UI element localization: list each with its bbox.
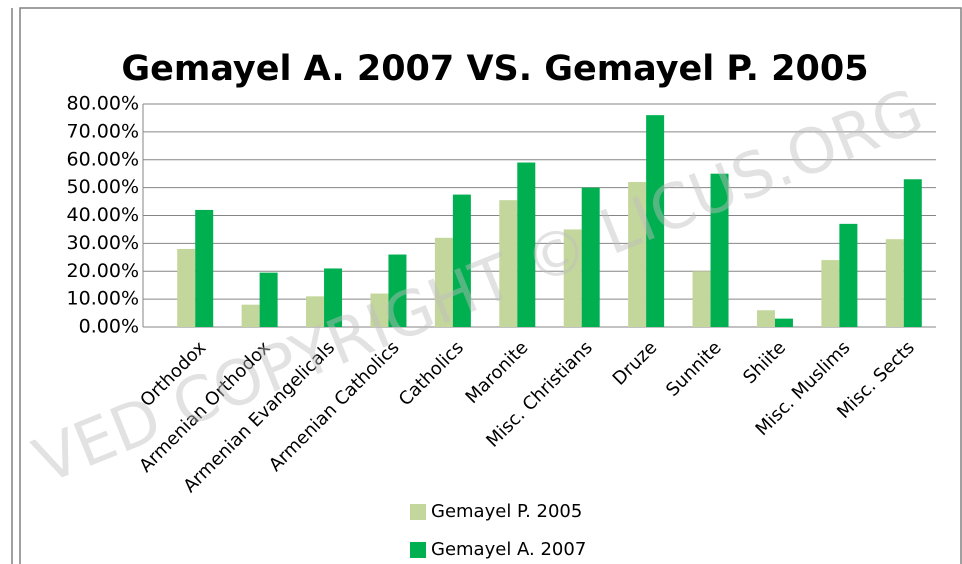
bar (756, 310, 775, 327)
bar (646, 115, 665, 328)
bar (692, 271, 711, 327)
bar (324, 268, 343, 327)
y-tick-label: 0.00% (79, 316, 139, 338)
y-tick-label: 10.00% (67, 288, 139, 310)
y-tick-label: 70.00% (67, 120, 139, 142)
bar (628, 182, 647, 327)
bar (195, 209, 214, 327)
legend-swatch (410, 542, 426, 558)
bar (499, 200, 518, 327)
legend-swatch (410, 504, 426, 520)
bar (370, 293, 389, 327)
bar (581, 187, 600, 327)
bar (434, 237, 453, 327)
bar (563, 229, 582, 327)
chart-frame (19, 7, 962, 564)
bar (241, 304, 260, 327)
bar (177, 248, 196, 327)
y-tick-label: 50.00% (67, 176, 139, 198)
y-tick-label: 60.00% (67, 148, 139, 170)
y-tick-label: 40.00% (67, 204, 139, 226)
y-tick-label: 20.00% (67, 260, 139, 282)
bar (774, 318, 793, 327)
bar (452, 194, 471, 327)
bar (259, 272, 278, 327)
y-tick-label: 80.00% (67, 93, 139, 115)
y-tick-label: 30.00% (67, 232, 139, 254)
legend-label: Gemayel A. 2007 (431, 539, 586, 560)
bar (306, 296, 325, 327)
bar (885, 239, 904, 327)
bar (710, 173, 729, 327)
legend-label: Gemayel P. 2005 (431, 501, 582, 522)
bar (388, 254, 407, 327)
bar (821, 260, 840, 327)
chart-title: Gemayel A. 2007 VS. Gemayel P. 2005 (121, 49, 868, 89)
bar (839, 223, 858, 327)
bar (517, 162, 536, 327)
bar (903, 179, 922, 327)
